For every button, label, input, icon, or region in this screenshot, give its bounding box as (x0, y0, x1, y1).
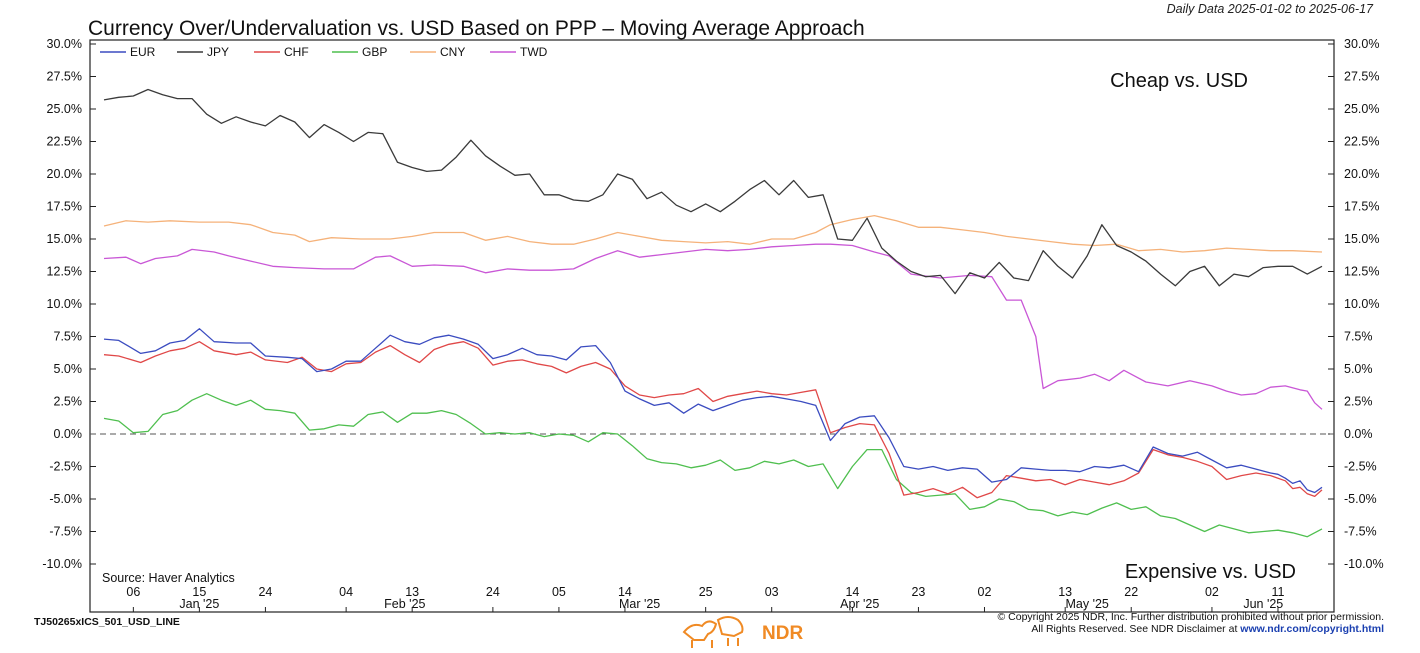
y-tick-label-right: 25.0% (1344, 102, 1379, 116)
y-tick-label-left: 12.5% (47, 265, 82, 279)
y-tick-label-right: 0.0% (1344, 427, 1373, 441)
y-tick-label-right: 10.0% (1344, 297, 1379, 311)
y-tick-label-right: -5.0% (1344, 492, 1377, 506)
legend-label-chf: CHF (284, 45, 309, 59)
y-tick-label-left: 15.0% (47, 232, 82, 246)
x-tick-label: 03 (765, 585, 779, 599)
x-tick-label: 02 (1205, 585, 1219, 599)
y-tick-label-left: 0.0% (54, 427, 83, 441)
chart-title: Currency Over/Undervaluation vs. USD Bas… (88, 17, 865, 40)
legend-label-eur: EUR (130, 45, 156, 59)
x-month-label: Feb '25 (384, 597, 425, 611)
plot-area (89, 39, 1335, 613)
x-axis-labels: 06 15 24 04 13 24 05 14 25 03 14 23 02 13 22 02 11 Jan '2… (126, 585, 1285, 612)
x-tick-label: 22 (1124, 585, 1138, 599)
x-month-label: Jun '25 (1243, 597, 1283, 611)
series-line-chf (103, 341, 1323, 499)
x-tick-label: 15 (192, 585, 206, 599)
y-tick-label-right: 30.0% (1344, 37, 1379, 51)
y-tick-label-left: 27.5% (47, 70, 82, 84)
x-tick-label: 13 (1058, 585, 1072, 599)
x-month-label: May '25 (1066, 597, 1109, 611)
x-tick-label: 14 (845, 585, 859, 599)
y-tick-label-left: 25.0% (47, 102, 82, 116)
series-line-cny (103, 214, 1323, 253)
x-tick-label: 25 (699, 585, 713, 599)
y-tick-label-right: -10.0% (1344, 557, 1384, 571)
y-tick-label-left: 22.5% (47, 135, 82, 149)
series-line-twd (103, 243, 1323, 410)
series-group (103, 88, 1323, 538)
y-tick-label-right: 12.5% (1344, 265, 1379, 279)
y-tick-label-left: -5.0% (49, 492, 82, 506)
x-tick-label: 23 (911, 585, 925, 599)
x-month-label: Apr '25 (840, 597, 879, 611)
y-tick-label-right: 15.0% (1344, 232, 1379, 246)
y-tick-label-right: -7.5% (1344, 525, 1377, 539)
series-line-eur (103, 328, 1323, 494)
x-month-label: Jan '25 (179, 597, 219, 611)
y-tick-label-right: -2.5% (1344, 460, 1377, 474)
y-tick-label-right: 22.5% (1344, 135, 1379, 149)
y-tick-label-right: 20.0% (1344, 167, 1379, 181)
copyright-line-1: © Copyright 2025 NDR, Inc. Further distr… (998, 611, 1385, 623)
x-tick-label: 11 (1271, 585, 1284, 599)
y-tick-label-left: 10.0% (47, 297, 82, 311)
legend-label-cny: CNY (440, 45, 465, 59)
bull-bear-logo-icon (682, 616, 744, 648)
x-tick-label: 14 (618, 585, 632, 599)
y-tick-label-left: -2.5% (49, 460, 82, 474)
cheap-annotation: Cheap vs. USD (1110, 70, 1248, 92)
x-tick-label: 05 (552, 585, 566, 599)
y-tick-label-right: 7.5% (1344, 330, 1373, 344)
legend-label-jpy: JPY (207, 45, 229, 59)
series-line-jpy (103, 88, 1323, 295)
ndr-brand: NDR (762, 623, 803, 644)
y-tick-label-right: 2.5% (1344, 395, 1373, 409)
x-tick-label: 06 (126, 585, 140, 599)
y-tick-label-left: 5.0% (54, 362, 83, 376)
y-tick-label-right: 17.5% (1344, 200, 1379, 214)
chart-date-range: Daily Data 2025-01-02 to 2025-06-17 (1167, 2, 1374, 16)
y-tick-label-left: 17.5% (47, 200, 82, 214)
legend-label-twd: TWD (520, 45, 548, 59)
copyright-line-2: All Rights Reserved. See NDR Disclaimer … (1031, 623, 1384, 635)
x-tick-label: 24 (258, 585, 272, 599)
x-month-label: Mar '25 (619, 597, 660, 611)
x-tick-label: 24 (486, 585, 500, 599)
ndr-logo: NDR (682, 616, 803, 648)
x-tick-label: 13 (405, 585, 419, 599)
y-tick-label-left: -7.5% (49, 525, 82, 539)
y-tick-label-right: 27.5% (1344, 70, 1379, 84)
expensive-annotation: Expensive vs. USD (1125, 561, 1296, 583)
legend: EUR JPY CHF GBP CNY TWD (100, 45, 548, 59)
copyright-prefix: All Rights Reserved. See NDR Disclaimer … (1031, 623, 1240, 635)
series-line-gbp (103, 393, 1323, 538)
copyright-link[interactable]: www.ndr.com/copyright.html (1239, 623, 1384, 635)
axis-ticks: 30.0% 30.0% 27.5% 27.5% 25.0% 25.0% 22.5% 22.5%… (42, 37, 1383, 571)
legend-label-gbp: GBP (362, 45, 387, 59)
y-tick-label-left: -10.0% (42, 557, 82, 571)
x-tick-label: 04 (339, 585, 353, 599)
y-tick-label-left: 20.0% (47, 167, 82, 181)
chart-code: TJ50265xICS_501_USD_LINE (34, 616, 180, 628)
y-tick-label-left: 30.0% (47, 37, 82, 51)
x-tick-label: 02 (978, 585, 992, 599)
y-tick-label-left: 7.5% (54, 330, 83, 344)
y-tick-label-left: 2.5% (54, 395, 83, 409)
source-note: Source: Haver Analytics (102, 571, 235, 585)
y-tick-label-right: 5.0% (1344, 362, 1373, 376)
